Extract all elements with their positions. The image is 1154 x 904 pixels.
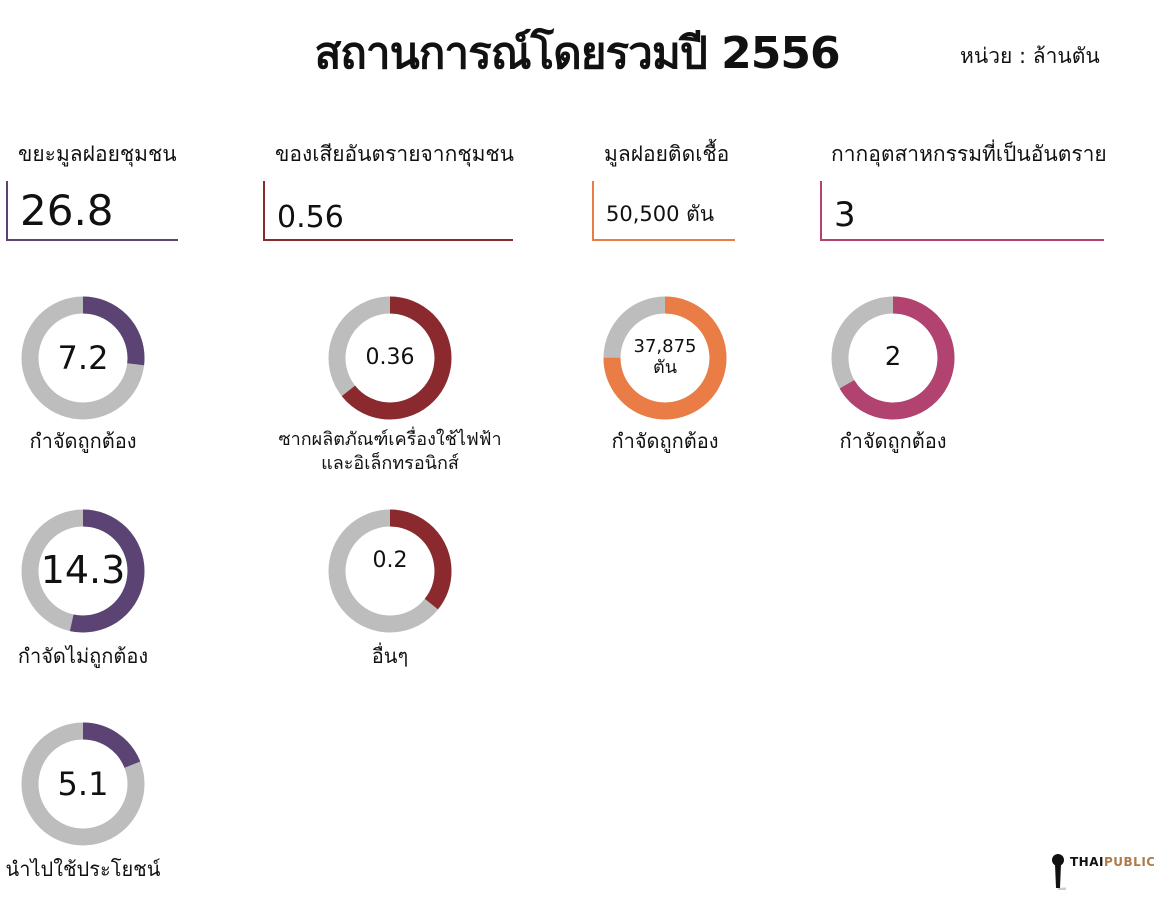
- category-title-hazardous-waste: ของเสียอันตรายจากชุมชน: [275, 142, 515, 166]
- category-title-industrial-waste: กากอุตสาหกรรมที่เป็นอันตราย: [831, 142, 1107, 166]
- donut-label-infectious-correct: กำจัดถูกต้อง: [611, 429, 719, 453]
- donut-label-community-incorrect: กำจัดไม่ถูกต้อง: [17, 644, 149, 668]
- donut-segment-infectious-correct: [603, 296, 727, 420]
- logo-text: THAIPUBLICA: [1070, 855, 1154, 869]
- donut-hazardous-other: 0.2: [328, 509, 452, 633]
- donut-community-correct-svg: [21, 296, 145, 420]
- total-box-community-waste: 26.8: [6, 181, 178, 241]
- donut-segment-hazardous-electronics: [328, 296, 452, 420]
- donut-infectious-correct-svg: [603, 296, 727, 420]
- category-title-community-waste: ขยะมูลฝอยชุมชน: [18, 142, 177, 166]
- total-value-industrial-waste: 3: [834, 195, 856, 235]
- donut-segment-community-correct: [21, 296, 145, 420]
- donut-segment-community-reuse: [21, 722, 145, 846]
- page-title: สถานการณ์โดยรวมปี 2556: [314, 28, 840, 79]
- donut-industrial-correct-svg: [831, 296, 955, 420]
- keyhole-icon: [1052, 854, 1066, 890]
- donut-label-line-1: ซากผลิตภัณฑ์เครื่องใช้ไฟฟ้า: [278, 429, 502, 450]
- donut-value-line-2: ตัน: [653, 357, 677, 378]
- total-box-industrial-waste: 3: [820, 181, 1104, 241]
- donut-value-industrial-correct: 2: [884, 342, 902, 373]
- donut-infectious-correct: 37,875 ตัน: [603, 296, 727, 420]
- donut-label-community-reuse: นำไปใช้ประโยชน์: [5, 857, 161, 881]
- donut-label-hazardous-other: อื่นๆ: [371, 644, 409, 668]
- donut-community-reuse: 5.1: [21, 722, 145, 846]
- donut-hazardous-electronics: 0.36: [328, 296, 452, 420]
- donut-value-hazardous-electronics: 0.36: [365, 345, 415, 371]
- total-value-hazardous-waste: 0.56: [277, 200, 344, 235]
- donut-community-incorrect-svg: [21, 509, 145, 633]
- donut-value-community-correct: 7.2: [57, 338, 109, 377]
- total-value-infectious-waste: 50,500 ตัน: [606, 202, 715, 226]
- donut-value-line-1: 37,875: [633, 336, 697, 358]
- donut-value-hazardous-other: 0.2: [372, 548, 408, 574]
- donut-community-reuse-svg: [21, 722, 145, 846]
- donut-value-community-incorrect: 14.3: [40, 548, 126, 593]
- donut-hazardous-electronics-svg: [328, 296, 452, 420]
- donut-segment-industrial-correct: [831, 296, 955, 420]
- total-value-community-waste: 26.8: [20, 186, 114, 235]
- unit-label: หน่วย : ล้านตัน: [960, 44, 1100, 68]
- category-title-infectious-waste: มูลฝอยติดเชื้อ: [604, 142, 730, 166]
- donut-segment-community-incorrect: [21, 509, 145, 633]
- donut-industrial-correct: 2: [831, 296, 955, 420]
- donut-label-line-2: และอิเล็กทรอนิกส์: [321, 453, 459, 475]
- donut-label-industrial-correct: กำจัดถูกต้อง: [839, 429, 947, 453]
- donut-value-community-reuse: 5.1: [57, 764, 109, 803]
- total-box-infectious-waste: 50,500 ตัน: [592, 181, 735, 241]
- donut-label-hazardous-electronics: ซากผลิตภัณฑ์เครื่องใช้ไฟฟ้า และอิเล็กทรอ…: [270, 428, 510, 477]
- donut-community-correct: 7.2: [21, 296, 145, 420]
- donut-community-incorrect: 14.3: [21, 509, 145, 633]
- thaipublica-logo: THAIPUBLICA: [1050, 852, 1154, 892]
- donut-segment-hazardous-other: [328, 509, 452, 633]
- donut-value-infectious-correct: 37,875 ตัน: [603, 296, 727, 420]
- total-box-hazardous-waste: 0.56: [263, 181, 513, 241]
- donut-hazardous-other-svg: [328, 509, 452, 633]
- donut-label-community-correct: กำจัดถูกต้อง: [29, 429, 137, 453]
